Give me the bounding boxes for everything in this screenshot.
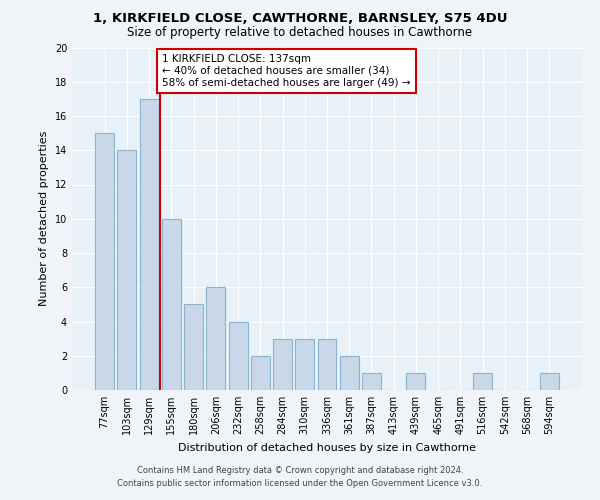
Bar [251,356,270,390]
Bar [540,373,559,390]
Bar [95,133,114,390]
Bar [206,287,225,390]
Bar [118,150,136,390]
Bar [162,219,181,390]
Text: Size of property relative to detached houses in Cawthorne: Size of property relative to detached ho… [127,26,473,39]
Text: 1 KIRKFIELD CLOSE: 137sqm
← 40% of detached houses are smaller (34)
58% of semi-: 1 KIRKFIELD CLOSE: 137sqm ← 40% of detac… [163,54,411,88]
Bar [273,338,292,390]
Bar [229,322,248,390]
Text: 1, KIRKFIELD CLOSE, CAWTHORNE, BARNSLEY, S75 4DU: 1, KIRKFIELD CLOSE, CAWTHORNE, BARNSLEY,… [93,12,507,26]
Bar [184,304,203,390]
Bar [473,373,492,390]
Bar [362,373,381,390]
Y-axis label: Number of detached properties: Number of detached properties [39,131,49,306]
Bar [317,338,337,390]
Bar [340,356,359,390]
Bar [140,99,158,390]
X-axis label: Distribution of detached houses by size in Cawthorne: Distribution of detached houses by size … [178,442,476,452]
Text: Contains HM Land Registry data © Crown copyright and database right 2024.
Contai: Contains HM Land Registry data © Crown c… [118,466,482,487]
Bar [406,373,425,390]
Bar [295,338,314,390]
